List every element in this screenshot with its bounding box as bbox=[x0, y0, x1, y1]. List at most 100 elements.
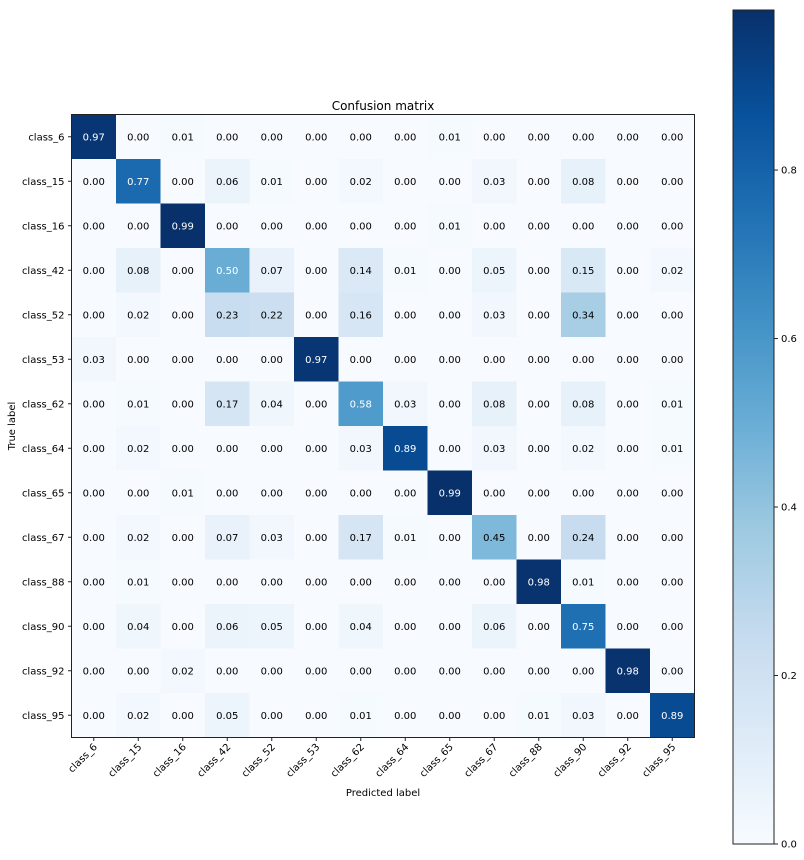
heatmap-cell bbox=[650, 515, 695, 560]
heatmap-cell bbox=[160, 648, 206, 694]
heatmap-cell bbox=[71, 292, 117, 338]
cell-value-label: 0.00 bbox=[83, 488, 105, 499]
y-tick-label: class_62 bbox=[22, 399, 65, 410]
cell-value-label: 0.00 bbox=[83, 177, 105, 188]
cell-value-label: 0.89 bbox=[661, 711, 683, 722]
heatmap-cell bbox=[605, 381, 651, 427]
heatmap-cell bbox=[605, 292, 651, 338]
heatmap-cell bbox=[650, 470, 695, 516]
x-tick-label: class_92 bbox=[596, 742, 634, 780]
heatmap-cell bbox=[294, 248, 339, 293]
heatmap-cell bbox=[205, 604, 250, 649]
heatmap-cell bbox=[160, 426, 206, 471]
cell-value-label: 0.02 bbox=[661, 266, 683, 277]
y-tick-label: class_64 bbox=[22, 444, 65, 455]
heatmap-cell bbox=[160, 559, 206, 605]
cell-value-label: 0.00 bbox=[617, 488, 639, 499]
cell-value-label: 0.05 bbox=[216, 711, 238, 722]
cell-value-label: 0.98 bbox=[528, 577, 550, 588]
cell-value-label: 0.00 bbox=[172, 310, 194, 321]
cell-value-label: 0.03 bbox=[83, 355, 105, 366]
heatmap-cell bbox=[427, 159, 473, 204]
heatmap-cell bbox=[205, 381, 250, 427]
heatmap-cell bbox=[116, 337, 161, 382]
heatmap-cell bbox=[516, 203, 562, 249]
heatmap-cell bbox=[249, 559, 295, 605]
cell-value-label: 0.00 bbox=[617, 399, 639, 410]
heatmap-cell bbox=[294, 604, 339, 649]
heatmap-cell bbox=[427, 604, 473, 649]
cell-value-label: 0.00 bbox=[394, 622, 416, 633]
cell-value-label: 0.01 bbox=[127, 577, 149, 588]
x-ticks: class_6 class_15 class_16 class_42 class_52 c… bbox=[67, 737, 678, 780]
cell-value-label: 0.00 bbox=[661, 221, 683, 232]
colorbar-tick-label: 0.2 bbox=[781, 671, 797, 682]
cell-value-label: 0.00 bbox=[216, 132, 238, 143]
y-tick-label: class_16 bbox=[22, 221, 65, 232]
cell-value-label: 0.00 bbox=[528, 310, 550, 321]
heatmap-cell bbox=[605, 114, 651, 160]
cell-value-label: 0.00 bbox=[483, 711, 505, 722]
cell-value-label: 0.00 bbox=[617, 355, 639, 366]
cell-value-label: 0.00 bbox=[394, 310, 416, 321]
heatmap-cell bbox=[205, 292, 250, 338]
y-tick-label: class_52 bbox=[22, 310, 65, 321]
heatmap-cell bbox=[160, 604, 206, 649]
heatmap-cell bbox=[427, 381, 473, 427]
heatmap-cell bbox=[472, 693, 517, 738]
cell-value-label: 0.00 bbox=[172, 711, 194, 722]
heatmap-cell bbox=[116, 515, 161, 560]
cell-value-label: 0.00 bbox=[83, 711, 105, 722]
cell-value-label: 0.97 bbox=[305, 355, 327, 366]
heatmap-cell bbox=[472, 381, 517, 427]
cell-value-label: 0.00 bbox=[572, 355, 594, 366]
cell-value-label: 0.04 bbox=[261, 399, 283, 410]
cell-value-label: 0.00 bbox=[617, 221, 639, 232]
heatmap-cell bbox=[561, 604, 606, 649]
colorbar-ticks: 0.0 0.2 0.4 0.6 0.8 bbox=[774, 166, 797, 851]
heatmap-cell bbox=[71, 381, 117, 427]
cell-value-label: 0.00 bbox=[661, 533, 683, 544]
cell-value-label: 0.00 bbox=[83, 310, 105, 321]
heatmap-cell bbox=[249, 337, 295, 382]
heatmap-cell bbox=[205, 426, 250, 471]
cell-value-label: 0.75 bbox=[572, 622, 594, 633]
heatmap-cell bbox=[294, 337, 339, 382]
cell-value-label: 0.00 bbox=[617, 132, 639, 143]
heatmap-cell bbox=[249, 381, 295, 427]
cell-value-label: 0.08 bbox=[483, 399, 505, 410]
heatmap-cell bbox=[472, 426, 517, 471]
heatmap-cell bbox=[561, 203, 606, 249]
x-tick-label: class_64 bbox=[373, 742, 411, 780]
heatmap-cell bbox=[116, 159, 161, 204]
heatmap-cell bbox=[249, 248, 295, 293]
cell-value-label: 0.00 bbox=[261, 221, 283, 232]
heatmap-cell bbox=[71, 470, 117, 516]
cell-value-label: 0.00 bbox=[617, 577, 639, 588]
cell-value-label: 0.00 bbox=[83, 444, 105, 455]
heatmap-cell bbox=[338, 426, 384, 471]
cell-value-label: 0.00 bbox=[617, 444, 639, 455]
cell-value-label: 0.01 bbox=[172, 132, 194, 143]
heatmap-cell bbox=[427, 693, 473, 738]
cell-value-label: 0.00 bbox=[394, 488, 416, 499]
heatmap-cell bbox=[160, 693, 206, 738]
cell-value-label: 0.00 bbox=[305, 177, 327, 188]
cell-value-label: 0.06 bbox=[216, 177, 238, 188]
cell-value-label: 0.00 bbox=[661, 666, 683, 677]
cell-value-label: 0.00 bbox=[305, 399, 327, 410]
cell-value-label: 0.00 bbox=[528, 666, 550, 677]
heatmap-cell bbox=[338, 337, 384, 382]
cell-value-label: 0.00 bbox=[350, 488, 372, 499]
cell-value-label: 0.00 bbox=[83, 622, 105, 633]
heatmap-cell bbox=[249, 470, 295, 516]
cell-value-label: 0.00 bbox=[172, 622, 194, 633]
cell-value-label: 0.00 bbox=[483, 577, 505, 588]
cell-value-label: 0.00 bbox=[617, 177, 639, 188]
cell-value-label: 0.00 bbox=[350, 221, 372, 232]
heatmap-cell bbox=[294, 203, 339, 249]
heatmap-cell bbox=[71, 426, 117, 471]
cell-value-label: 0.00 bbox=[83, 666, 105, 677]
cell-value-label: 0.97 bbox=[83, 132, 105, 143]
heatmap-cell bbox=[383, 292, 428, 338]
